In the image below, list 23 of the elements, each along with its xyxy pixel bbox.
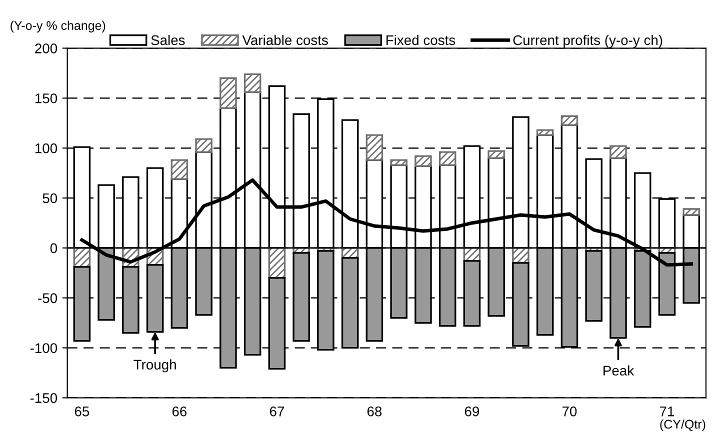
legend-label: Sales	[151, 34, 185, 46]
legend-label: Variable costs	[242, 34, 328, 46]
y-tick-label: -150	[30, 393, 58, 403]
y-tick-label: -50	[38, 293, 58, 304]
y-tick-label: 150	[35, 93, 58, 104]
annotation: Peak	[604, 365, 634, 376]
y-tick-label: 50	[42, 193, 58, 204]
legend-label: Current profits (y-o-y ch)	[513, 34, 662, 48]
legend-label: Fixed costs	[386, 34, 456, 46]
y-tick-label: 200	[35, 44, 58, 54]
y-axis-title: (Y-o-y % change)	[10, 20, 106, 32]
x-tick-label: 67	[270, 406, 284, 416]
y-tick-label: -100	[30, 343, 58, 354]
y-tick-label: 0	[50, 243, 58, 254]
x-tick-label: 66	[172, 406, 187, 416]
x-tick-label: 70	[562, 406, 577, 416]
x-tick-label: 69	[464, 406, 480, 416]
x-axis-title: (CY/Qtr)	[660, 419, 706, 432]
x-tick-label: 71	[660, 406, 674, 416]
x-tick-label: 68	[367, 406, 382, 416]
annotation: Trough	[134, 359, 176, 372]
x-tick-label: 65	[74, 406, 90, 416]
y-tick-label: 100	[35, 143, 58, 154]
